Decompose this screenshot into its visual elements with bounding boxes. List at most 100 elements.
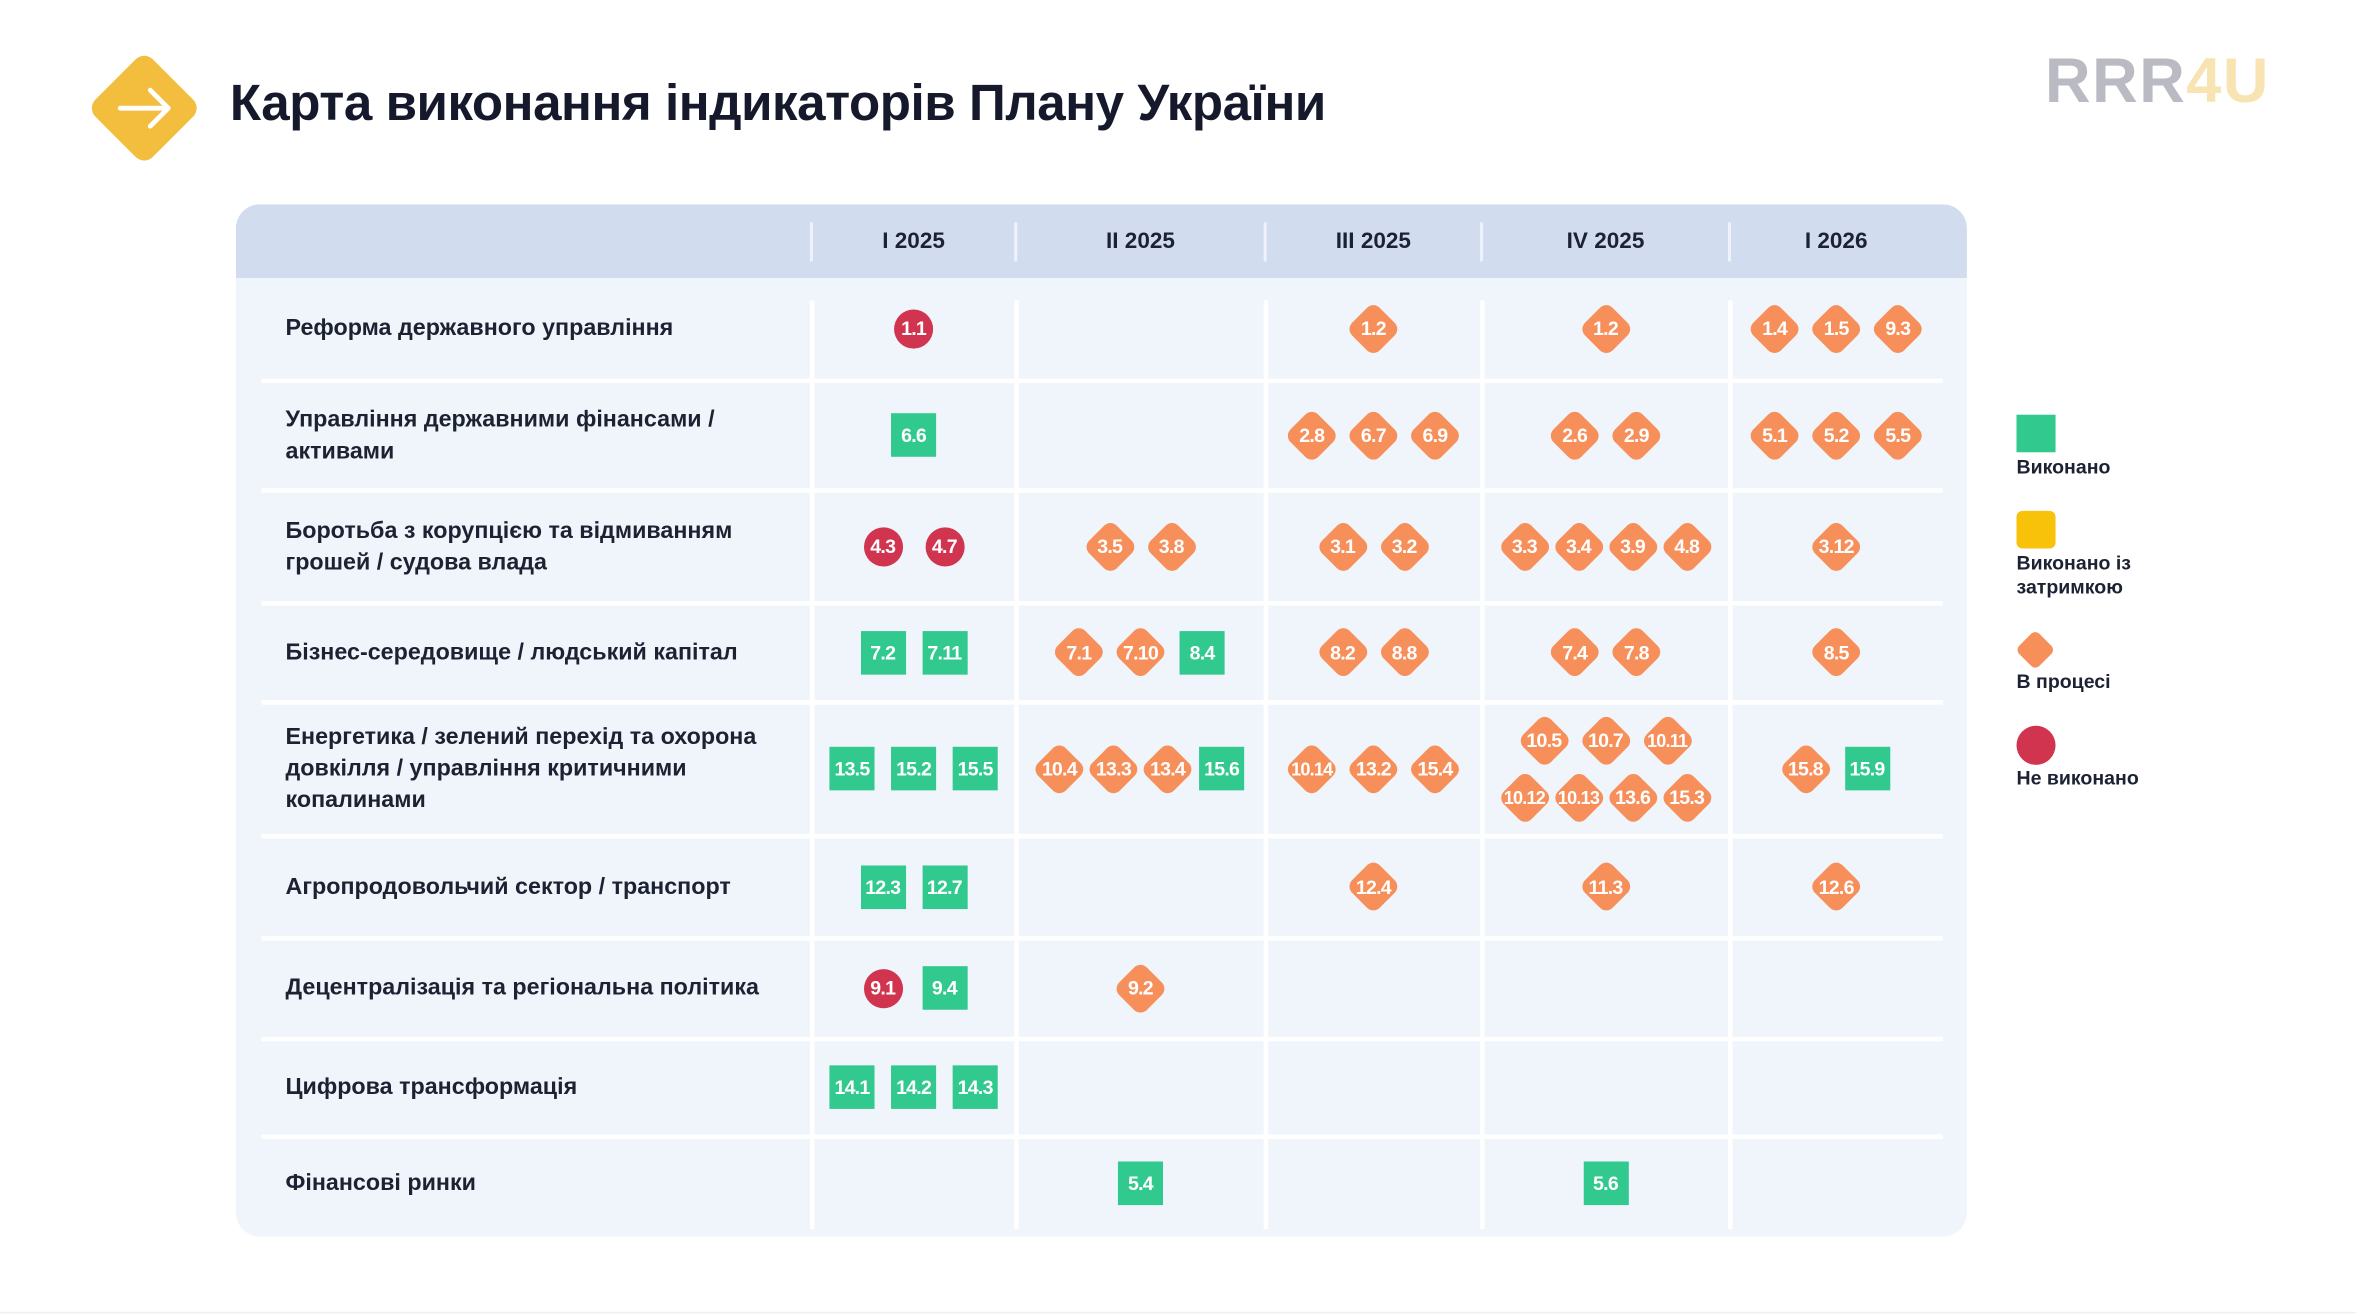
legend-label: Виконано із затримкою xyxy=(2016,551,2132,599)
indicator-badge-done[interactable]: 14.2 xyxy=(887,1060,941,1114)
indicator-badge-done[interactable]: 7.11 xyxy=(917,625,971,679)
indicator-badge-done[interactable]: 5.6 xyxy=(1578,1156,1632,1210)
indicator-badge-done[interactable]: 15.6 xyxy=(1195,742,1249,796)
indicator-badge-done[interactable]: 14.3 xyxy=(948,1060,1002,1114)
badge-line: 5.6 xyxy=(1578,1156,1632,1210)
indicator-badge-done[interactable]: 5.4 xyxy=(1113,1156,1167,1210)
table-cell xyxy=(1729,1040,1942,1135)
indicator-id: 10.7 xyxy=(1588,728,1624,752)
indicator-badge-progress[interactable]: 15.3 xyxy=(1659,769,1715,825)
indicator-badge-progress[interactable]: 3.8 xyxy=(1143,518,1199,574)
indicator-badge-progress[interactable]: 6.9 xyxy=(1407,407,1463,463)
indicator-badge-progress[interactable]: 2.8 xyxy=(1284,407,1340,463)
indicator-badge-done[interactable]: 15.5 xyxy=(948,742,1002,796)
indicator-id: 15.6 xyxy=(1204,757,1240,780)
indicator-badge-progress[interactable]: 12.4 xyxy=(1345,858,1402,915)
indicator-id: 8.5 xyxy=(1823,640,1850,664)
indicator-badge-failed[interactable]: 9.1 xyxy=(856,961,910,1015)
indicator-badge-progress[interactable]: 3.4 xyxy=(1550,518,1607,574)
indicator-badge-progress[interactable]: 10.13 xyxy=(1550,769,1607,825)
table-cell xyxy=(1016,1040,1265,1135)
indicator-id: 14.3 xyxy=(957,1075,994,1099)
indicator-badge-progress[interactable]: 13.2 xyxy=(1345,740,1402,797)
indicator-id: 15.3 xyxy=(1669,785,1705,809)
legend-square-icon xyxy=(2016,414,2056,453)
indicator-id: 10.13 xyxy=(1557,786,1600,808)
table-cell: 10.5 10.7 10.11 10.12 10.13 13.6 15.3 xyxy=(1482,703,1730,834)
indicator-badge-progress[interactable]: 5.1 xyxy=(1746,407,1803,463)
indicator-badge-progress[interactable]: 8.5 xyxy=(1808,624,1864,680)
indicator-id: 10.5 xyxy=(1526,728,1562,752)
indicator-badge-progress[interactable]: 4.8 xyxy=(1659,518,1715,574)
indicator-badge-progress[interactable]: 10.4 xyxy=(1031,740,1087,797)
indicator-badge-done[interactable]: 8.4 xyxy=(1175,625,1229,679)
indicator-badge-progress[interactable]: 5.2 xyxy=(1808,407,1864,463)
indicator-badge-progress[interactable]: 1.5 xyxy=(1808,300,1864,356)
indicator-badge-progress[interactable]: 3.2 xyxy=(1376,518,1432,574)
indicator-badge-progress[interactable]: 6.7 xyxy=(1345,407,1402,463)
table-cell: 3.12 xyxy=(1729,491,1942,601)
indicator-badge-progress[interactable]: 10.5 xyxy=(1516,712,1572,768)
indicator-badge-done[interactable]: 12.7 xyxy=(917,859,971,913)
legend-yellow-square-icon xyxy=(2016,510,2056,549)
indicator-badge-progress[interactable]: 1.4 xyxy=(1746,300,1803,356)
indicator-badge-progress[interactable]: 3.12 xyxy=(1808,518,1864,574)
indicator-badge-progress[interactable]: 15.8 xyxy=(1777,740,1833,797)
square-icon xyxy=(1117,1161,1164,1206)
indicator-badge-done[interactable]: 15.9 xyxy=(1840,742,1894,796)
indicator-badge-progress[interactable]: 7.8 xyxy=(1608,624,1664,680)
indicator-badge-progress[interactable]: 1.2 xyxy=(1345,300,1402,356)
indicator-badge-progress[interactable]: 12.6 xyxy=(1808,858,1864,915)
column-header: II 2025 xyxy=(1106,228,1175,254)
indicator-badge-progress[interactable]: 7.1 xyxy=(1051,624,1107,680)
indicator-badge-failed[interactable]: 4.7 xyxy=(917,519,971,573)
circle-icon xyxy=(894,308,934,348)
badge-line: 7.2 7.11 xyxy=(856,625,972,679)
indicator-badge-progress[interactable]: 9.2 xyxy=(1112,960,1169,1016)
badge-line: 7.1 7.10 8.4 xyxy=(1051,624,1229,680)
badge-line: 9.2 xyxy=(1112,960,1169,1016)
indicator-badge-progress[interactable]: 3.1 xyxy=(1314,518,1371,574)
indicator-badge-progress[interactable]: 13.3 xyxy=(1085,740,1142,797)
indicator-badge-progress[interactable]: 10.11 xyxy=(1639,712,1695,768)
indicator-badge-done[interactable]: 13.5 xyxy=(825,742,879,796)
indicator-badge-progress[interactable]: 11.3 xyxy=(1577,858,1634,915)
indicator-badge-progress[interactable]: 10.7 xyxy=(1577,712,1634,768)
indicator-badge-progress[interactable]: 15.4 xyxy=(1407,740,1463,797)
indicator-badge-done[interactable]: 9.4 xyxy=(917,961,971,1015)
indicator-badge-progress[interactable]: 3.5 xyxy=(1082,518,1138,574)
indicator-badge-progress[interactable]: 13.4 xyxy=(1139,740,1196,797)
indicator-badge-done[interactable]: 6.6 xyxy=(887,408,941,462)
indicator-badge-failed[interactable]: 4.3 xyxy=(856,519,910,573)
indicator-badge-done[interactable]: 7.2 xyxy=(856,625,910,679)
indicator-badge-progress[interactable]: 10.14 xyxy=(1284,740,1340,797)
indicator-badge-progress[interactable]: 10.12 xyxy=(1496,769,1553,825)
indicator-badge-progress[interactable]: 7.4 xyxy=(1547,624,1603,680)
square-icon xyxy=(1582,1161,1629,1206)
indicator-badge-progress[interactable]: 2.6 xyxy=(1547,407,1603,463)
indicator-badge-progress[interactable]: 2.9 xyxy=(1608,407,1664,463)
indicator-badge-progress[interactable]: 3.9 xyxy=(1604,518,1661,574)
badge-line: 1.4 1.5 9.3 xyxy=(1746,300,1926,356)
square-icon xyxy=(921,630,967,674)
square-icon xyxy=(921,966,967,1010)
square-icon xyxy=(891,1065,937,1109)
indicator-id: 9.1 xyxy=(870,976,896,1000)
table-row: Цифрова трансформація 14.1 14.2 14.3 xyxy=(261,1040,1942,1135)
indicator-badge-progress[interactable]: 7.10 xyxy=(1112,624,1169,680)
indicator-badge-progress[interactable]: 13.6 xyxy=(1604,769,1661,825)
indicator-badge-failed[interactable]: 1.1 xyxy=(887,301,941,355)
indicator-badge-progress[interactable]: 5.5 xyxy=(1870,407,1926,463)
indicator-badge-progress[interactable]: 8.2 xyxy=(1314,624,1371,680)
row-label: Реформа державного управління xyxy=(285,315,674,342)
indicator-badge-done[interactable]: 15.2 xyxy=(887,742,941,796)
indicator-badge-progress[interactable]: 1.2 xyxy=(1577,300,1634,356)
table-row: Управління державними фінансами / актива… xyxy=(261,382,1942,489)
indicator-badge-progress[interactable]: 8.8 xyxy=(1376,624,1432,680)
indicator-badge-progress[interactable]: 3.3 xyxy=(1496,518,1553,574)
row-divider xyxy=(261,1134,1943,1139)
indicator-badge-progress[interactable]: 9.3 xyxy=(1870,300,1926,356)
column-divider xyxy=(1480,300,1485,1230)
indicator-badge-done[interactable]: 14.1 xyxy=(825,1060,879,1114)
indicator-badge-done[interactable]: 12.3 xyxy=(856,859,910,913)
